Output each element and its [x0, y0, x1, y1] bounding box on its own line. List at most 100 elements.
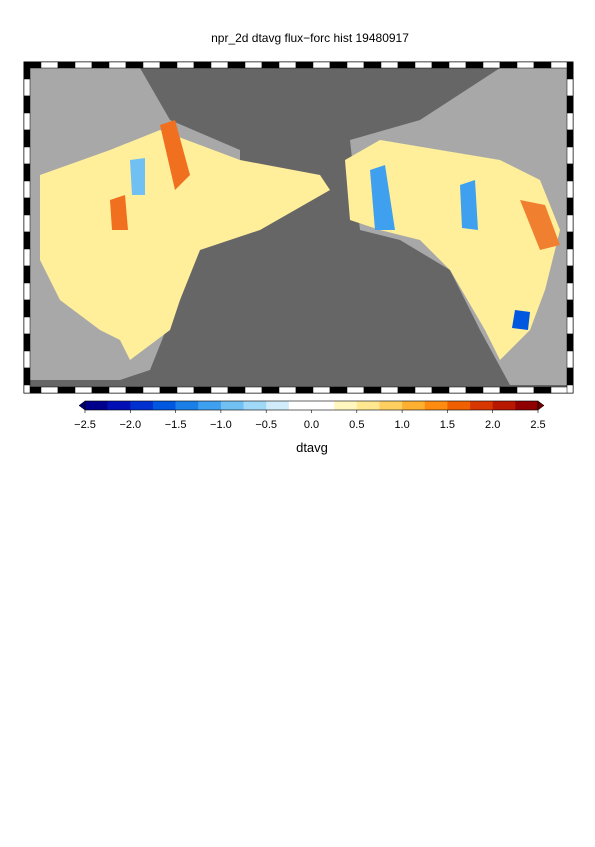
- frame-segment: [380, 386, 399, 394]
- frame-segment: [159, 386, 178, 394]
- frame-segment: [516, 61, 535, 69]
- frame-segment: [431, 61, 450, 69]
- colorbar-tick-label: −2.5: [74, 419, 96, 431]
- frame-segment: [566, 333, 574, 352]
- field-cold: [370, 165, 395, 230]
- frame-segment: [108, 386, 127, 394]
- colorbar-tick-label: −0.5: [255, 419, 277, 431]
- colorbar-segment: [424, 401, 448, 410]
- frame-segment: [23, 350, 31, 369]
- frame-segment: [278, 61, 297, 69]
- frame-segment: [566, 163, 574, 182]
- frame-segment: [227, 61, 246, 69]
- frame-segment: [23, 282, 31, 301]
- field-america: [345, 140, 560, 360]
- frame-segment: [414, 386, 433, 394]
- frame-segment: [346, 386, 365, 394]
- frame-segment: [448, 61, 467, 69]
- colorbar-segment: [243, 401, 267, 410]
- colorbar-segment: [152, 401, 176, 410]
- frame-segment: [23, 248, 31, 267]
- frame-segment: [566, 112, 574, 131]
- frame-segment: [40, 386, 59, 394]
- frame-segment: [261, 386, 280, 394]
- frame-segment: [40, 61, 59, 69]
- frame-segment: [91, 61, 110, 69]
- frame-segment: [363, 61, 382, 69]
- frame-segment: [57, 61, 76, 69]
- frame-segment: [329, 61, 348, 69]
- frame-segment: [91, 386, 110, 394]
- colorbar-segment: [198, 401, 222, 410]
- frame-segment: [566, 95, 574, 114]
- colorbar-tick-label: −1.5: [165, 419, 187, 431]
- frame-segment: [23, 129, 31, 148]
- frame-segment: [499, 61, 518, 69]
- field-hot: [520, 200, 560, 250]
- colorbar-segment: [266, 401, 290, 410]
- frame-segment: [23, 78, 31, 97]
- colorbar-segment: [470, 401, 493, 410]
- frame-segment: [566, 78, 574, 97]
- frame-segment: [74, 386, 93, 394]
- frame-segment: [210, 386, 229, 394]
- frame-segment: [431, 386, 450, 394]
- frame-segment: [566, 265, 574, 284]
- frame-segment: [533, 386, 552, 394]
- frame-segment: [550, 386, 569, 394]
- frame-segment: [108, 61, 127, 69]
- frame-segment: [23, 180, 31, 199]
- frame-segment: [23, 231, 31, 250]
- frame-segment: [23, 146, 31, 165]
- frame-segment: [23, 367, 31, 386]
- colorbar-segment: [288, 401, 312, 410]
- frame-segment: [295, 386, 314, 394]
- colorbar-segment: [447, 401, 471, 410]
- title: npr_2d dtavg flux−forc hist 19480917: [211, 31, 409, 45]
- colorbar-segment: [311, 401, 335, 410]
- frame-segment: [23, 95, 31, 114]
- frame-segment: [23, 61, 31, 80]
- frame-segment: [74, 61, 93, 69]
- field-cold: [512, 310, 530, 330]
- frame-segment: [516, 386, 535, 394]
- colorbar-segment: [130, 401, 154, 410]
- frame-segment: [465, 386, 484, 394]
- frame-segment: [244, 61, 263, 69]
- frame-segment: [566, 129, 574, 148]
- frame-segment: [312, 61, 331, 69]
- frame-segment: [363, 386, 382, 394]
- colorbar-segment: [220, 401, 244, 410]
- frame-segment: [57, 386, 76, 394]
- frame-segment: [566, 231, 574, 250]
- colorbar-segment: [402, 401, 426, 410]
- colorbar-segment: [85, 401, 108, 410]
- frame-segment: [142, 386, 161, 394]
- frame-segment: [465, 61, 484, 69]
- frame-segment: [566, 350, 574, 369]
- colorbar-label: dtavg: [296, 440, 328, 455]
- frame-segment: [295, 61, 314, 69]
- frame-segment: [193, 386, 212, 394]
- colorbar-segment: [379, 401, 403, 410]
- colorbar-tick-label: −1.0: [210, 419, 232, 431]
- frame-segment: [261, 61, 280, 69]
- frame-segment: [329, 386, 348, 394]
- frame-segment: [566, 367, 574, 386]
- field-cold: [130, 158, 145, 195]
- frame-segment: [566, 248, 574, 267]
- frame-segment: [397, 386, 416, 394]
- frame-segment: [482, 61, 501, 69]
- colorbar-segment: [356, 401, 380, 410]
- frame-segment: [125, 386, 144, 394]
- frame-segment: [142, 61, 161, 69]
- frame-segment: [244, 386, 263, 394]
- colorbar-tick-label: −2.0: [119, 419, 141, 431]
- frame-segment: [550, 61, 569, 69]
- frame-segment: [566, 61, 574, 80]
- colorbar: −2.5 −2.0 −1.5 −1.0 −0.5 0.0 0.5 1.0 1.5 2.0 2.5: [74, 400, 546, 431]
- field-hot: [160, 120, 190, 190]
- colorbar-segment: [515, 401, 539, 410]
- frame-segment: [566, 180, 574, 199]
